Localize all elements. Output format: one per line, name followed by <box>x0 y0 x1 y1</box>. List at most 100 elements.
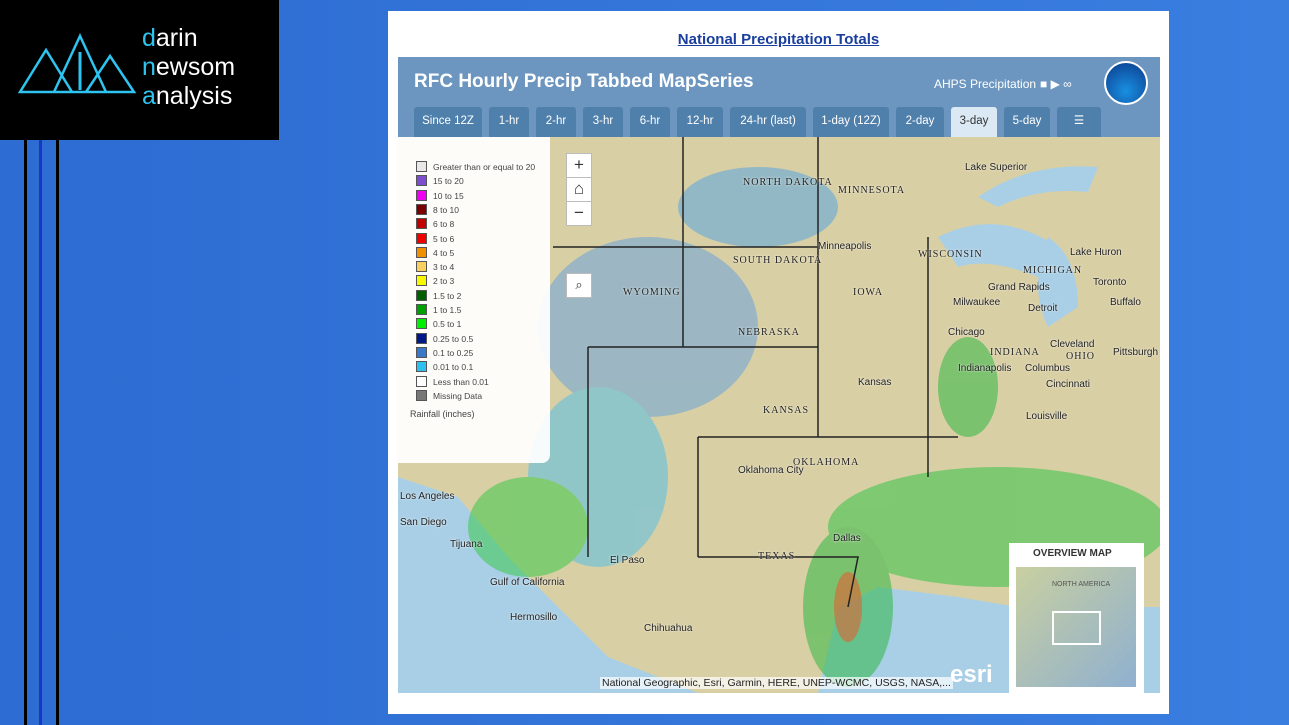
map-label: SOUTH DAKOTA <box>733 255 823 266</box>
map-label: Louisville <box>1026 411 1068 422</box>
legend-swatch <box>416 346 427 358</box>
map-label: Lake Huron <box>1070 247 1122 258</box>
legend-panel: Greater than or equal to 20 15 to 20 10 to… <box>398 137 550 463</box>
overview-label: NORTH AMERICA <box>1052 581 1111 588</box>
legend-swatch <box>416 189 427 201</box>
rule-right <box>56 140 59 725</box>
tab[interactable]: 5-day <box>1004 107 1050 137</box>
esri-logo: esri <box>950 661 993 688</box>
tab[interactable]: 24-hr (last) <box>730 107 806 137</box>
legend-label: 0.1 to 0.25 <box>433 347 474 358</box>
logo-mark <box>17 33 137 94</box>
legend-label: Greater than or equal to 20 <box>433 162 536 172</box>
map-label: KANSAS <box>763 405 810 416</box>
tab[interactable]: 3-day <box>951 107 997 137</box>
overview-extent <box>1052 611 1101 645</box>
logo-initial: n <box>142 53 156 81</box>
tab[interactable]: 12-hr <box>677 107 723 137</box>
map-label: Cincinnati <box>1046 379 1090 390</box>
tab[interactable]: 2-day <box>896 107 944 137</box>
map-label: Milwaukee <box>953 297 1001 308</box>
legend-item: 8 to 10 <box>416 203 459 215</box>
legend-label: 2 to 3 <box>433 276 455 287</box>
tab[interactable]: 1-hr <box>489 107 529 137</box>
map-label: TEXAS <box>758 551 796 562</box>
map-label: Los Angeles <box>400 491 455 502</box>
legend-label: 3 to 4 <box>433 262 455 273</box>
logo-initial: d <box>142 24 156 52</box>
legend-label: 8 to 10 <box>433 204 459 215</box>
zoom-out[interactable]: − <box>566 201 592 226</box>
legend-item: 15 to 20 <box>416 175 464 187</box>
legend-item: 2 to 3 <box>416 275 455 287</box>
web-panel: National Precipitation Totals RFC Hourly… <box>388 11 1169 714</box>
legend-item: Less than 0.01 <box>416 375 489 387</box>
legend-item: 0.01 to 0.1 <box>416 361 474 373</box>
map-label: Tijuana <box>450 539 483 550</box>
legend-swatch <box>416 318 427 330</box>
map-label: NEBRASKA <box>738 327 800 338</box>
legend-item: 3 to 4 <box>416 261 455 273</box>
map-label: OHIO <box>1066 351 1095 362</box>
legend-label: 0.01 to 0.1 <box>433 362 474 373</box>
page-link[interactable]: National Precipitation Totals <box>677 31 880 48</box>
tab[interactable]: ☰ <box>1057 107 1101 137</box>
logo-line: newsom <box>142 53 235 81</box>
legend-swatch <box>416 389 427 401</box>
tab[interactable]: 3-hr <box>583 107 623 137</box>
search[interactable]: ⌕ <box>566 273 592 298</box>
map-label: Pittsburgh <box>1113 347 1159 358</box>
map-label: INDIANA <box>990 347 1040 358</box>
attribution: National Geographic, Esri, Garmin, HERE,… <box>600 677 953 689</box>
map-label: Grand Rapids <box>988 282 1050 293</box>
legend-label: 0.5 to 1 <box>433 319 462 330</box>
legend-item: 0.5 to 1 <box>416 318 462 330</box>
map-label: Dallas <box>833 533 861 544</box>
legend-swatch <box>416 246 427 258</box>
legend-swatch <box>416 289 427 301</box>
map-label: Detroit <box>1028 303 1058 314</box>
social-icons[interactable]: ■ ▶ ∞ <box>1040 77 1072 91</box>
tab[interactable]: 1-day (12Z) <box>813 107 889 137</box>
map-label: Indianapolis <box>958 363 1012 374</box>
map-label: Toronto <box>1093 277 1127 288</box>
legend-swatch <box>416 261 427 273</box>
overview-title[interactable]: OVERVIEW MAP <box>1033 548 1112 559</box>
map-label: MICHIGAN <box>1023 265 1083 276</box>
map-label: Chicago <box>948 327 985 338</box>
ahps-link[interactable]: AHPS Precipitation <box>934 77 1037 91</box>
legend-swatch <box>416 304 427 315</box>
legend-item: 1.5 to 2 <box>416 289 462 301</box>
legend-label: Missing Data <box>433 390 483 401</box>
map-label: NORTH DAKOTA <box>743 177 833 188</box>
legend-item: Greater than or equal to 20 <box>416 161 535 172</box>
tab[interactable]: Since 12Z <box>414 107 482 137</box>
logo: darin newsom analysis <box>0 0 279 140</box>
legend-label: 1.5 to 2 <box>433 290 462 301</box>
app-header: RFC Hourly Precip Tabbed MapSeries AHPS … <box>398 57 1160 137</box>
map-label: Oklahoma City <box>738 465 804 476</box>
map-label: Buffalo <box>1110 297 1141 308</box>
logo-line: analysis <box>142 82 232 110</box>
tab[interactable]: 6-hr <box>630 107 670 137</box>
map-label: El Paso <box>610 555 645 566</box>
legend-swatch <box>416 275 427 287</box>
home[interactable]: ⌂ <box>566 177 592 202</box>
legend-item: Missing Data <box>416 389 483 401</box>
map-label: Cleveland <box>1050 339 1095 350</box>
legend-swatch <box>416 161 427 172</box>
overview-canvas: NORTH AMERICA <box>1016 567 1136 687</box>
legend-swatch <box>416 361 427 373</box>
legend-label: 4 to 5 <box>433 247 455 258</box>
legend-swatch <box>416 218 427 230</box>
map-label: OKLAHOMA <box>793 457 860 468</box>
legend-swatch <box>416 232 427 244</box>
zoom-in[interactable]: + <box>566 153 592 178</box>
map-label: Chihuahua <box>644 623 693 634</box>
map-label: Columbus <box>1025 363 1071 374</box>
tab[interactable]: 2-hr <box>536 107 576 137</box>
legend-swatch <box>416 175 427 187</box>
legend-label: Less than 0.01 <box>433 376 489 387</box>
